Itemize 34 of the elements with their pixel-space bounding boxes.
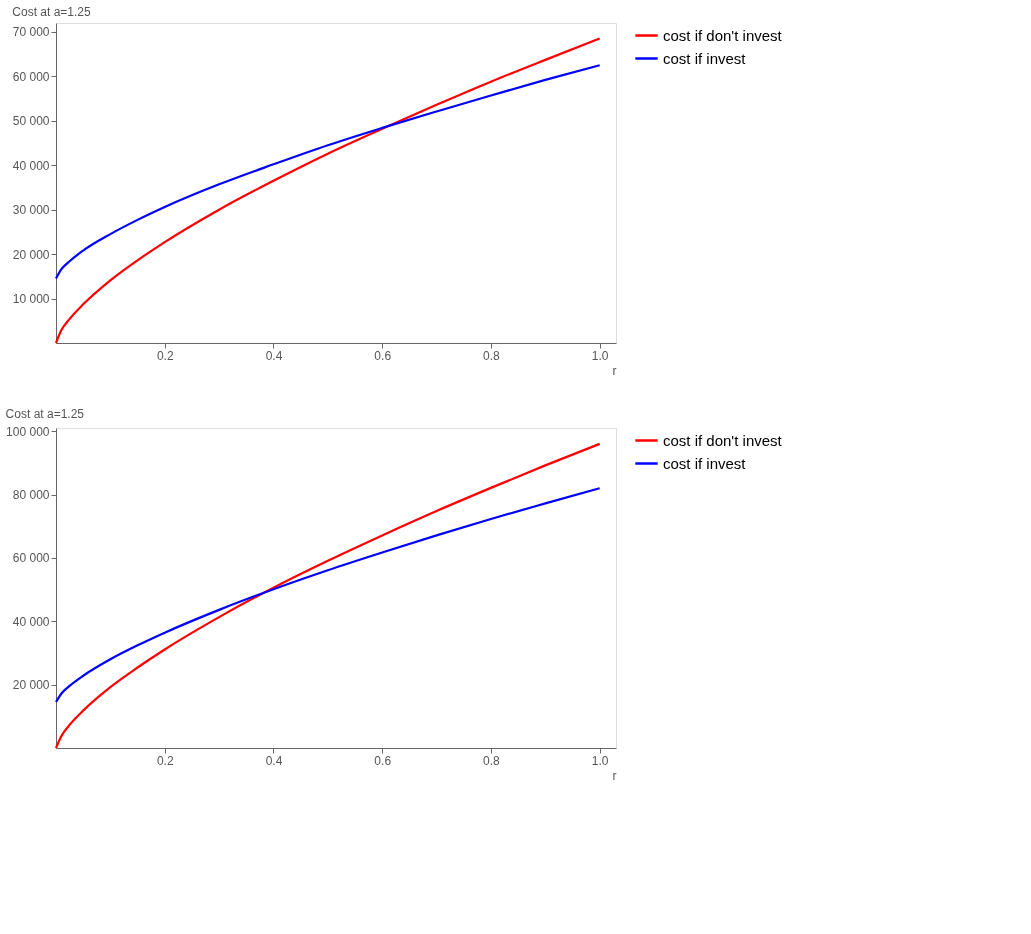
chart-title: Cost at a=1.25 [12, 5, 92, 19]
chart-title: Cost at a=1.25 [5, 407, 85, 422]
y-tick-label: 40 000 [12, 614, 50, 629]
y-tick-label: 100 000 [6, 424, 50, 439]
x-tick-label: 0.2 [156, 753, 174, 768]
y-tick-label: 60 000 [12, 69, 50, 84]
x-tick-label: 0.6 [374, 348, 392, 363]
x-tick-label: 1.0 [591, 348, 609, 363]
y-tick-label: 10 000 [12, 292, 50, 307]
x-tick-label: 0.6 [374, 753, 392, 768]
y-tick-label: 80 000 [12, 488, 50, 503]
y-tick-label: 70 000 [12, 25, 50, 40]
y-tick-label: 20 000 [12, 678, 50, 693]
y-tick-label: 60 000 [12, 551, 50, 566]
y-tick-label: 50 000 [12, 114, 50, 129]
x-tick-label: 0.4 [265, 348, 283, 363]
y-tick-label: 30 000 [12, 203, 50, 218]
x-tick-label: 0.8 [483, 348, 501, 363]
legend-label: cost if don't invest [663, 26, 783, 44]
x-axis-title: r [612, 768, 617, 783]
legend-label: cost if invest [663, 49, 747, 67]
line-series [54, 37, 601, 345]
line-series [54, 487, 601, 704]
x-tick-label: 0.8 [483, 753, 501, 768]
x-axis-title: r [612, 363, 617, 378]
legend-label: cost if invest [663, 454, 747, 472]
x-tick-label: 0.4 [265, 753, 283, 768]
legend-label: cost if don't invest [663, 431, 783, 449]
line-series [54, 442, 601, 750]
x-tick-label: 1.0 [591, 753, 609, 768]
y-tick-label: 20 000 [12, 247, 50, 262]
line-series [54, 64, 601, 280]
x-tick-label: 0.2 [156, 348, 174, 363]
y-tick-label: 40 000 [12, 158, 50, 173]
